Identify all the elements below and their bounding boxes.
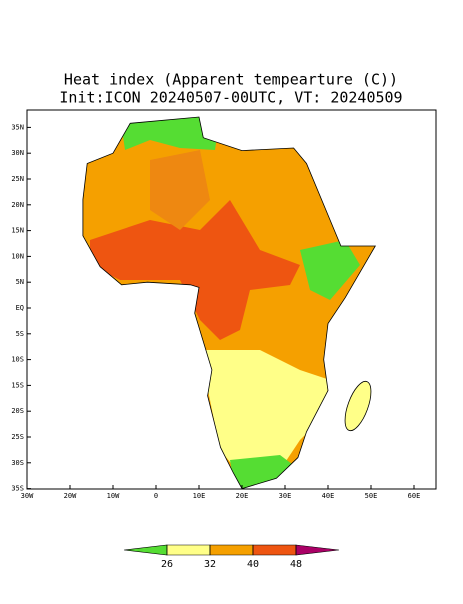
x-tick-label: 0 (154, 492, 158, 500)
y-tick-label: 30N (11, 149, 24, 157)
y-tick-label: 20S (11, 407, 24, 415)
y-tick-label: 15S (11, 381, 24, 389)
x-tick-label: 40E (322, 492, 335, 500)
y-tick-label: 5S (16, 330, 24, 338)
x-tick-label: 50E (365, 492, 378, 500)
x-tick-label: 20E (236, 492, 249, 500)
colorbar-segment (295, 544, 340, 556)
map-frame (26, 109, 437, 490)
y-tick-label: 35N (11, 123, 24, 131)
y-tick-label: 20N (11, 201, 24, 209)
colorbar-label: 26 (161, 559, 173, 570)
colorbar-label: 40 (247, 559, 259, 570)
y-tick-label: 25N (11, 175, 24, 183)
x-tick-label: 60E (408, 492, 421, 500)
x-tick-label: 10E (193, 492, 206, 500)
colorbar: 26 32 40 48 (123, 544, 340, 570)
colorbar-segment (123, 544, 168, 556)
y-tick-label: EQ (16, 304, 24, 312)
y-tick-label: 30S (11, 459, 24, 467)
axes: 30W 20W 10W 0 10E 20E 30E 40E 50E 60E 35N 30N 25N 20N… (11, 123, 420, 500)
map-subtitle: Init:ICON 20240507-00UTC, VT: 20240509 (59, 89, 402, 107)
y-tick-label: 5N (16, 278, 24, 286)
africa-fill (82, 117, 376, 489)
y-tick-label: 10N (11, 252, 24, 260)
colorbar-segment (252, 544, 297, 556)
x-tick-label: 20W (64, 492, 77, 500)
colorbar-segment (166, 544, 211, 556)
madagascar (344, 380, 372, 432)
colorbar-segment (209, 544, 254, 556)
colorbar-label: 32 (204, 559, 216, 570)
y-tick-label: 10S (11, 356, 24, 364)
x-tick-label: 30W (21, 492, 34, 500)
x-tick-label: 10W (107, 492, 120, 500)
y-tick-label: 25S (11, 433, 24, 441)
x-tick-label: 30E (279, 492, 292, 500)
colorbar-label: 48 (290, 559, 302, 570)
y-tick-label: 15N (11, 227, 24, 235)
y-tick-label: 35S (11, 485, 24, 493)
map-title: Heat index (Apparent tempearture (C)) (64, 71, 398, 89)
